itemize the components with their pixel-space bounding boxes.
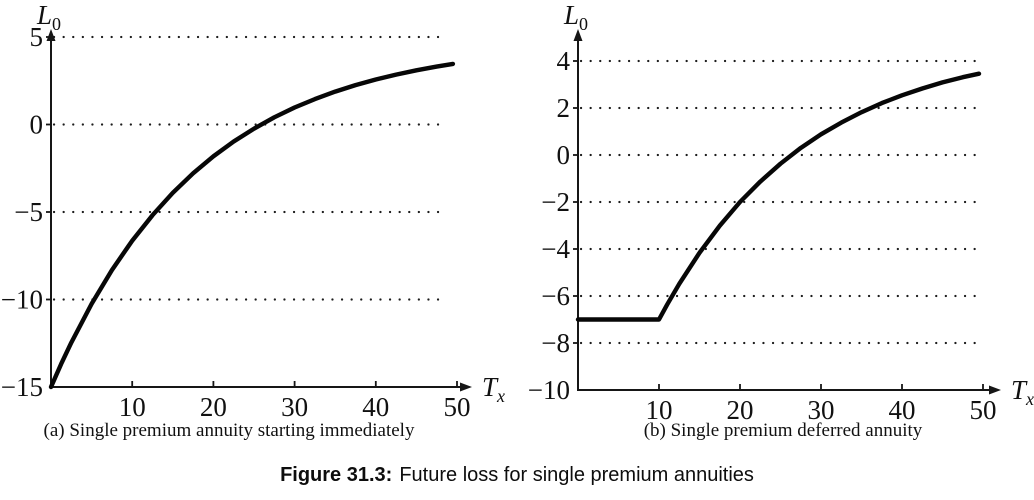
x-tick-label: 10: [646, 395, 673, 425]
chart-b-caption: (b) Single premium deferred annuity: [643, 420, 923, 441]
x-tick-label: 40: [362, 392, 389, 422]
y-tick-label: −6: [541, 281, 570, 311]
chart-a-caption: (a) Single premium annuity starting imme…: [43, 420, 415, 441]
x-tick-label: 20: [200, 392, 227, 422]
loss-curve: [575, 71, 982, 322]
y-tick-label: 5: [30, 22, 44, 52]
y-tick-label: −5: [14, 197, 43, 227]
x-axis-arrow: [989, 385, 1001, 395]
figure-caption-label: Figure 31.3:: [280, 464, 393, 486]
y-tick-label: −4: [541, 234, 570, 264]
x-tick-label: 40: [889, 395, 916, 425]
y-axis-arrow: [573, 29, 583, 41]
x-axis-label: Tx: [1011, 375, 1034, 409]
loss-curve: [48, 61, 456, 390]
x-tick-label: 50: [970, 395, 997, 425]
y-tick-label: 2: [557, 93, 571, 123]
figure-caption-text: Future loss for single premium annuities: [399, 464, 754, 486]
y-axis-arrow: [46, 29, 56, 41]
x-axis-label: Tx: [482, 372, 505, 406]
y-tick-label: 0: [557, 140, 571, 170]
x-tick-label: 10: [119, 392, 146, 422]
y-tick-label: 0: [30, 110, 44, 140]
y-tick-label: −2: [541, 187, 570, 217]
x-axis-arrow: [460, 382, 472, 392]
y-tick-label: −15: [1, 372, 43, 402]
y-tick-label: −10: [528, 375, 570, 405]
figure-caption: Figure 31.3: Future loss for single premi…: [0, 464, 1034, 487]
x-tick-label: 30: [808, 395, 835, 425]
y-axis-label: L0: [563, 0, 588, 34]
y-axis-label: L0: [36, 0, 61, 34]
x-tick-label: 20: [727, 395, 754, 425]
x-tick-label: 30: [281, 392, 308, 422]
y-tick-label: −8: [541, 328, 570, 358]
y-tick-label: −10: [1, 285, 43, 315]
y-tick-label: 4: [557, 46, 571, 76]
x-tick-label: 50: [444, 392, 471, 422]
